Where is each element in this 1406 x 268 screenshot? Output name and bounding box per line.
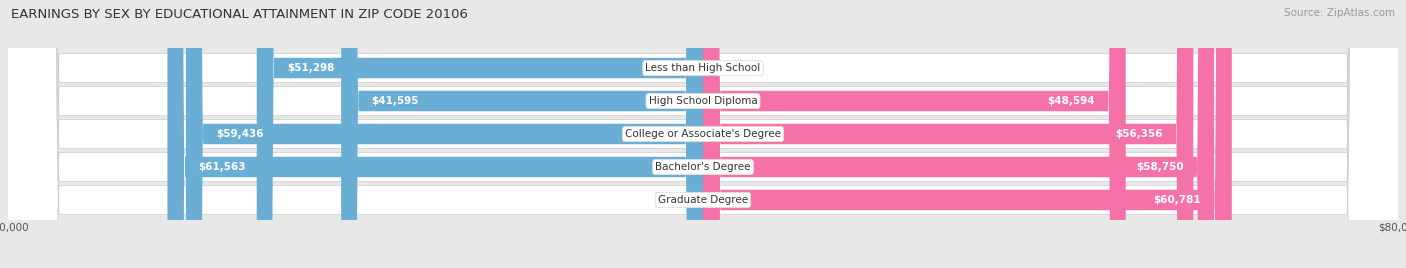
Text: $58,750: $58,750 <box>1136 162 1184 172</box>
Text: $60,781: $60,781 <box>1154 195 1201 205</box>
FancyBboxPatch shape <box>703 0 1232 268</box>
FancyBboxPatch shape <box>257 0 703 268</box>
FancyBboxPatch shape <box>7 0 1399 268</box>
FancyBboxPatch shape <box>342 0 703 268</box>
Text: $61,563: $61,563 <box>198 162 246 172</box>
Text: $59,436: $59,436 <box>217 129 264 139</box>
Text: $48,594: $48,594 <box>1047 96 1095 106</box>
Text: $0: $0 <box>716 63 730 73</box>
Text: Graduate Degree: Graduate Degree <box>658 195 748 205</box>
Text: $41,595: $41,595 <box>371 96 419 106</box>
Text: EARNINGS BY SEX BY EDUCATIONAL ATTAINMENT IN ZIP CODE 20106: EARNINGS BY SEX BY EDUCATIONAL ATTAINMEN… <box>11 8 468 21</box>
Text: $0: $0 <box>676 195 690 205</box>
FancyBboxPatch shape <box>7 0 1399 268</box>
FancyBboxPatch shape <box>7 0 1399 268</box>
Text: Bachelor's Degree: Bachelor's Degree <box>655 162 751 172</box>
Text: $51,298: $51,298 <box>287 63 335 73</box>
FancyBboxPatch shape <box>7 0 1399 268</box>
FancyBboxPatch shape <box>703 0 1126 268</box>
FancyBboxPatch shape <box>7 0 1399 268</box>
FancyBboxPatch shape <box>703 0 1215 268</box>
Text: $56,356: $56,356 <box>1115 129 1163 139</box>
Text: College or Associate's Degree: College or Associate's Degree <box>626 129 780 139</box>
FancyBboxPatch shape <box>703 0 1194 268</box>
Text: Source: ZipAtlas.com: Source: ZipAtlas.com <box>1284 8 1395 18</box>
FancyBboxPatch shape <box>186 0 703 268</box>
Text: Less than High School: Less than High School <box>645 63 761 73</box>
Text: High School Diploma: High School Diploma <box>648 96 758 106</box>
FancyBboxPatch shape <box>167 0 703 268</box>
